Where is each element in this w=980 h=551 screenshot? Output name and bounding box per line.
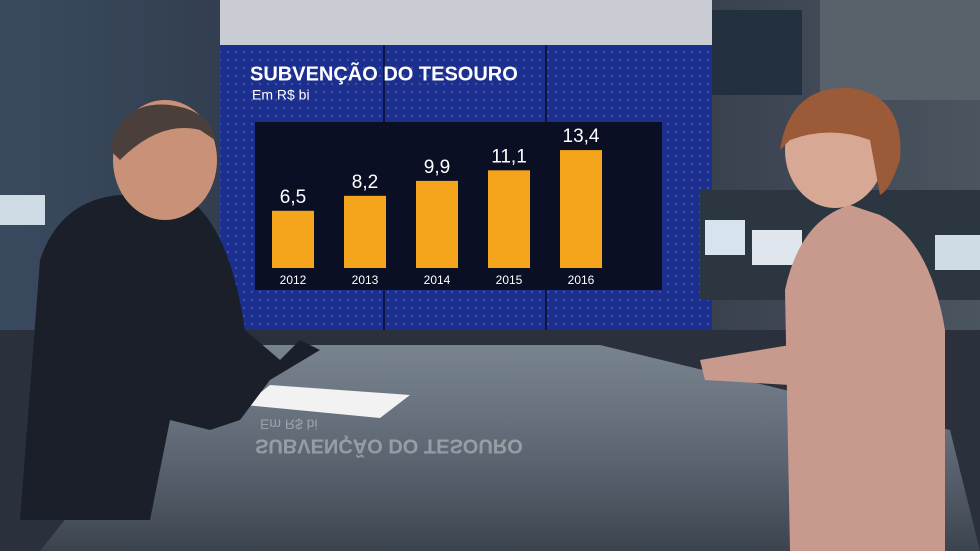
value-label: 13,4 [563,126,600,147]
x-tick-label: 2014 [424,273,451,287]
chart-subtitle: Em R$ bi [252,87,310,103]
x-tick-label: 2012 [280,273,307,287]
monitor [935,235,980,270]
title-reflection: SUBVENÇÃO DO TESOURO [255,435,523,458]
bar [560,150,602,268]
bar [272,210,314,268]
monitor [0,195,45,225]
value-label: 11,1 [491,146,527,167]
monitor [705,220,745,255]
woman-blouse [785,205,945,551]
bar [488,170,530,268]
woman-hair [780,87,901,195]
x-tick-label: 2013 [352,273,379,287]
value-label: 8,2 [352,172,378,193]
screen-top [220,0,712,45]
x-tick-label: 2016 [568,273,595,287]
value-label: 6,5 [280,187,306,208]
value-label: 9,9 [424,157,450,178]
bar [344,195,386,268]
bar [416,180,458,268]
man-hair [110,104,215,160]
chart-title: SUBVENÇÃO DO TESOURO [250,62,518,85]
monitor [752,230,802,265]
subtitle-reflection: Em R$ bi [260,416,318,432]
man-suit [20,195,320,520]
x-tick-label: 2015 [496,273,523,287]
monitor-wall [712,10,802,95]
woman-arm [700,345,790,385]
paper-sheet [245,385,410,418]
ceiling [820,0,980,100]
